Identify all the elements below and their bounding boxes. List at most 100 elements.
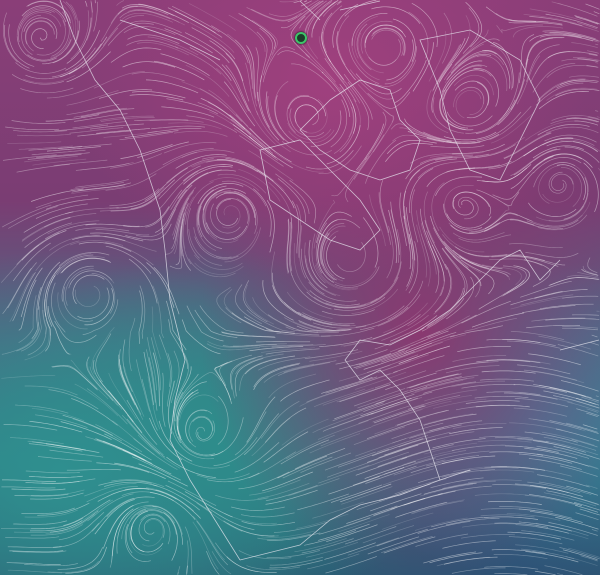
streamline [246,309,295,333]
streamline [518,453,573,464]
streamline [50,254,94,284]
streamline [520,280,572,298]
streamline [134,119,189,122]
streamline [130,179,176,210]
streamline [531,317,586,322]
streamline [340,483,392,503]
streamline [276,332,331,337]
streamline [498,72,520,122]
streamline [572,314,600,316]
streamline [565,556,598,567]
streamline [244,284,274,325]
streamline [457,196,479,220]
streamline [536,445,590,459]
streamline [37,502,90,516]
streamline [344,526,397,545]
streamline [287,0,321,23]
streamline [381,535,433,554]
streamline [528,418,582,430]
streamline [18,279,37,331]
streamline [31,28,48,49]
streamline [373,405,426,424]
streamline [476,167,528,183]
streamline [167,7,216,34]
streamline [476,111,522,141]
streamline [247,53,258,107]
streamline [312,412,364,434]
streamline [215,231,258,259]
streamline [562,549,598,561]
streamline [539,34,594,42]
streamline [450,325,503,338]
streamline [550,118,598,125]
streamline [8,24,35,67]
streamline [259,344,314,348]
streamline [538,91,589,110]
streamline [61,265,94,302]
streamline [206,222,248,240]
streamline [266,550,320,558]
streamline [229,122,274,156]
streamline [136,359,151,412]
streamline [407,395,461,410]
streamline [429,552,483,564]
streamline [145,189,183,228]
streamline [514,397,569,408]
streamline [211,25,249,64]
streamline [105,242,154,266]
streamline [128,527,163,556]
streamline [46,146,101,152]
streamline [588,116,600,121]
streamline [572,56,600,61]
streamline [229,355,263,390]
streamline [234,358,264,397]
streamline [15,404,69,414]
streamline [195,420,216,442]
streamline [537,78,586,101]
streamline [577,271,598,277]
streamline [123,26,176,35]
streamline [542,138,595,146]
streamline [408,11,429,59]
streamline [28,475,83,478]
streamline [544,31,598,41]
streamline [225,307,273,332]
streamline [211,551,232,575]
streamline [513,148,561,176]
streamline [490,111,535,144]
streamline [308,239,328,288]
streamline [499,506,553,513]
streamline [14,528,68,533]
streamline [66,17,92,64]
streamline [148,357,158,411]
streamline [64,268,94,306]
streamline [525,36,565,65]
streamline [593,11,600,15]
streamline [527,481,581,494]
streamline [586,412,598,418]
streamline [308,281,357,302]
streamline [269,556,324,566]
streamline [238,13,276,49]
streamline [30,188,84,202]
streamline [200,97,246,130]
streamline [188,415,214,442]
streamline [151,125,205,130]
location-ring-icon[interactable] [295,32,307,44]
streamline [545,318,600,321]
streamline [390,330,441,353]
streamline [264,407,307,443]
streamline [24,222,73,248]
streamline [376,528,429,547]
streamline [96,128,150,134]
streamline [485,6,537,22]
streamline [152,285,165,339]
streamline [51,282,66,333]
streamline [252,297,295,330]
streamline [408,241,419,294]
streamline [476,359,531,363]
streamline [409,158,458,181]
streamline [91,273,116,314]
